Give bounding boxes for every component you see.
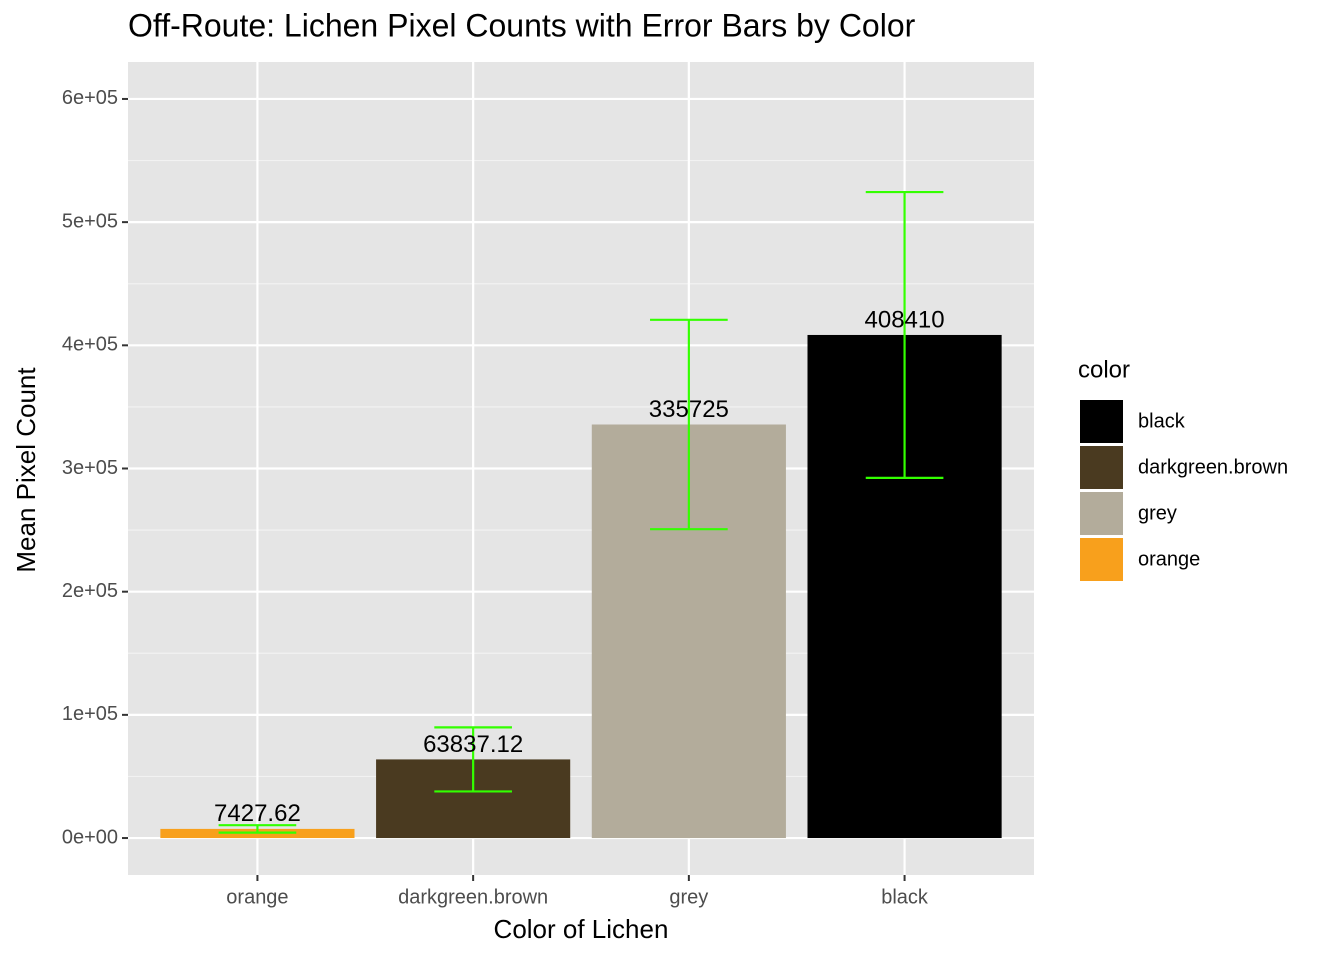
legend-key [1080, 400, 1123, 443]
error-bar [650, 318, 728, 531]
legend-title: color [1078, 356, 1130, 383]
legend-key [1080, 446, 1123, 489]
x-tick-label: black [881, 886, 929, 908]
legend-label: darkgreen.brown [1138, 456, 1288, 478]
error-bar [218, 824, 297, 834]
y-tick-label: 0e+00 [62, 826, 118, 848]
error-bar [865, 190, 944, 479]
legend-label: grey [1138, 502, 1177, 524]
y-tick-label: 3e+05 [62, 457, 118, 479]
legend-label: black [1138, 410, 1186, 432]
x-axis-title: Color of Lichen [494, 914, 669, 944]
error-bar [434, 726, 512, 793]
x-tick-label: darkgreen.brown [398, 886, 548, 908]
y-tick-label: 5e+05 [62, 210, 118, 232]
value-label: 408410 [865, 306, 945, 333]
legend-key [1080, 492, 1123, 535]
x-tick-label: orange [226, 886, 288, 908]
y-tick-label: 2e+05 [62, 580, 118, 602]
value-label: 63837.12 [423, 731, 523, 758]
y-tick-label: 6e+05 [62, 87, 118, 109]
x-tick-label: grey [669, 886, 708, 908]
y-axis-title: Mean Pixel Count [11, 367, 41, 573]
y-tick-label: 1e+05 [62, 703, 118, 725]
chart-title: Off-Route: Lichen Pixel Counts with Erro… [128, 7, 916, 43]
legend-key [1080, 538, 1123, 581]
value-label: 335725 [649, 396, 729, 423]
y-tick-label: 4e+05 [62, 334, 118, 356]
value-label: 7427.62 [214, 800, 301, 827]
legend-label: orange [1138, 548, 1200, 570]
